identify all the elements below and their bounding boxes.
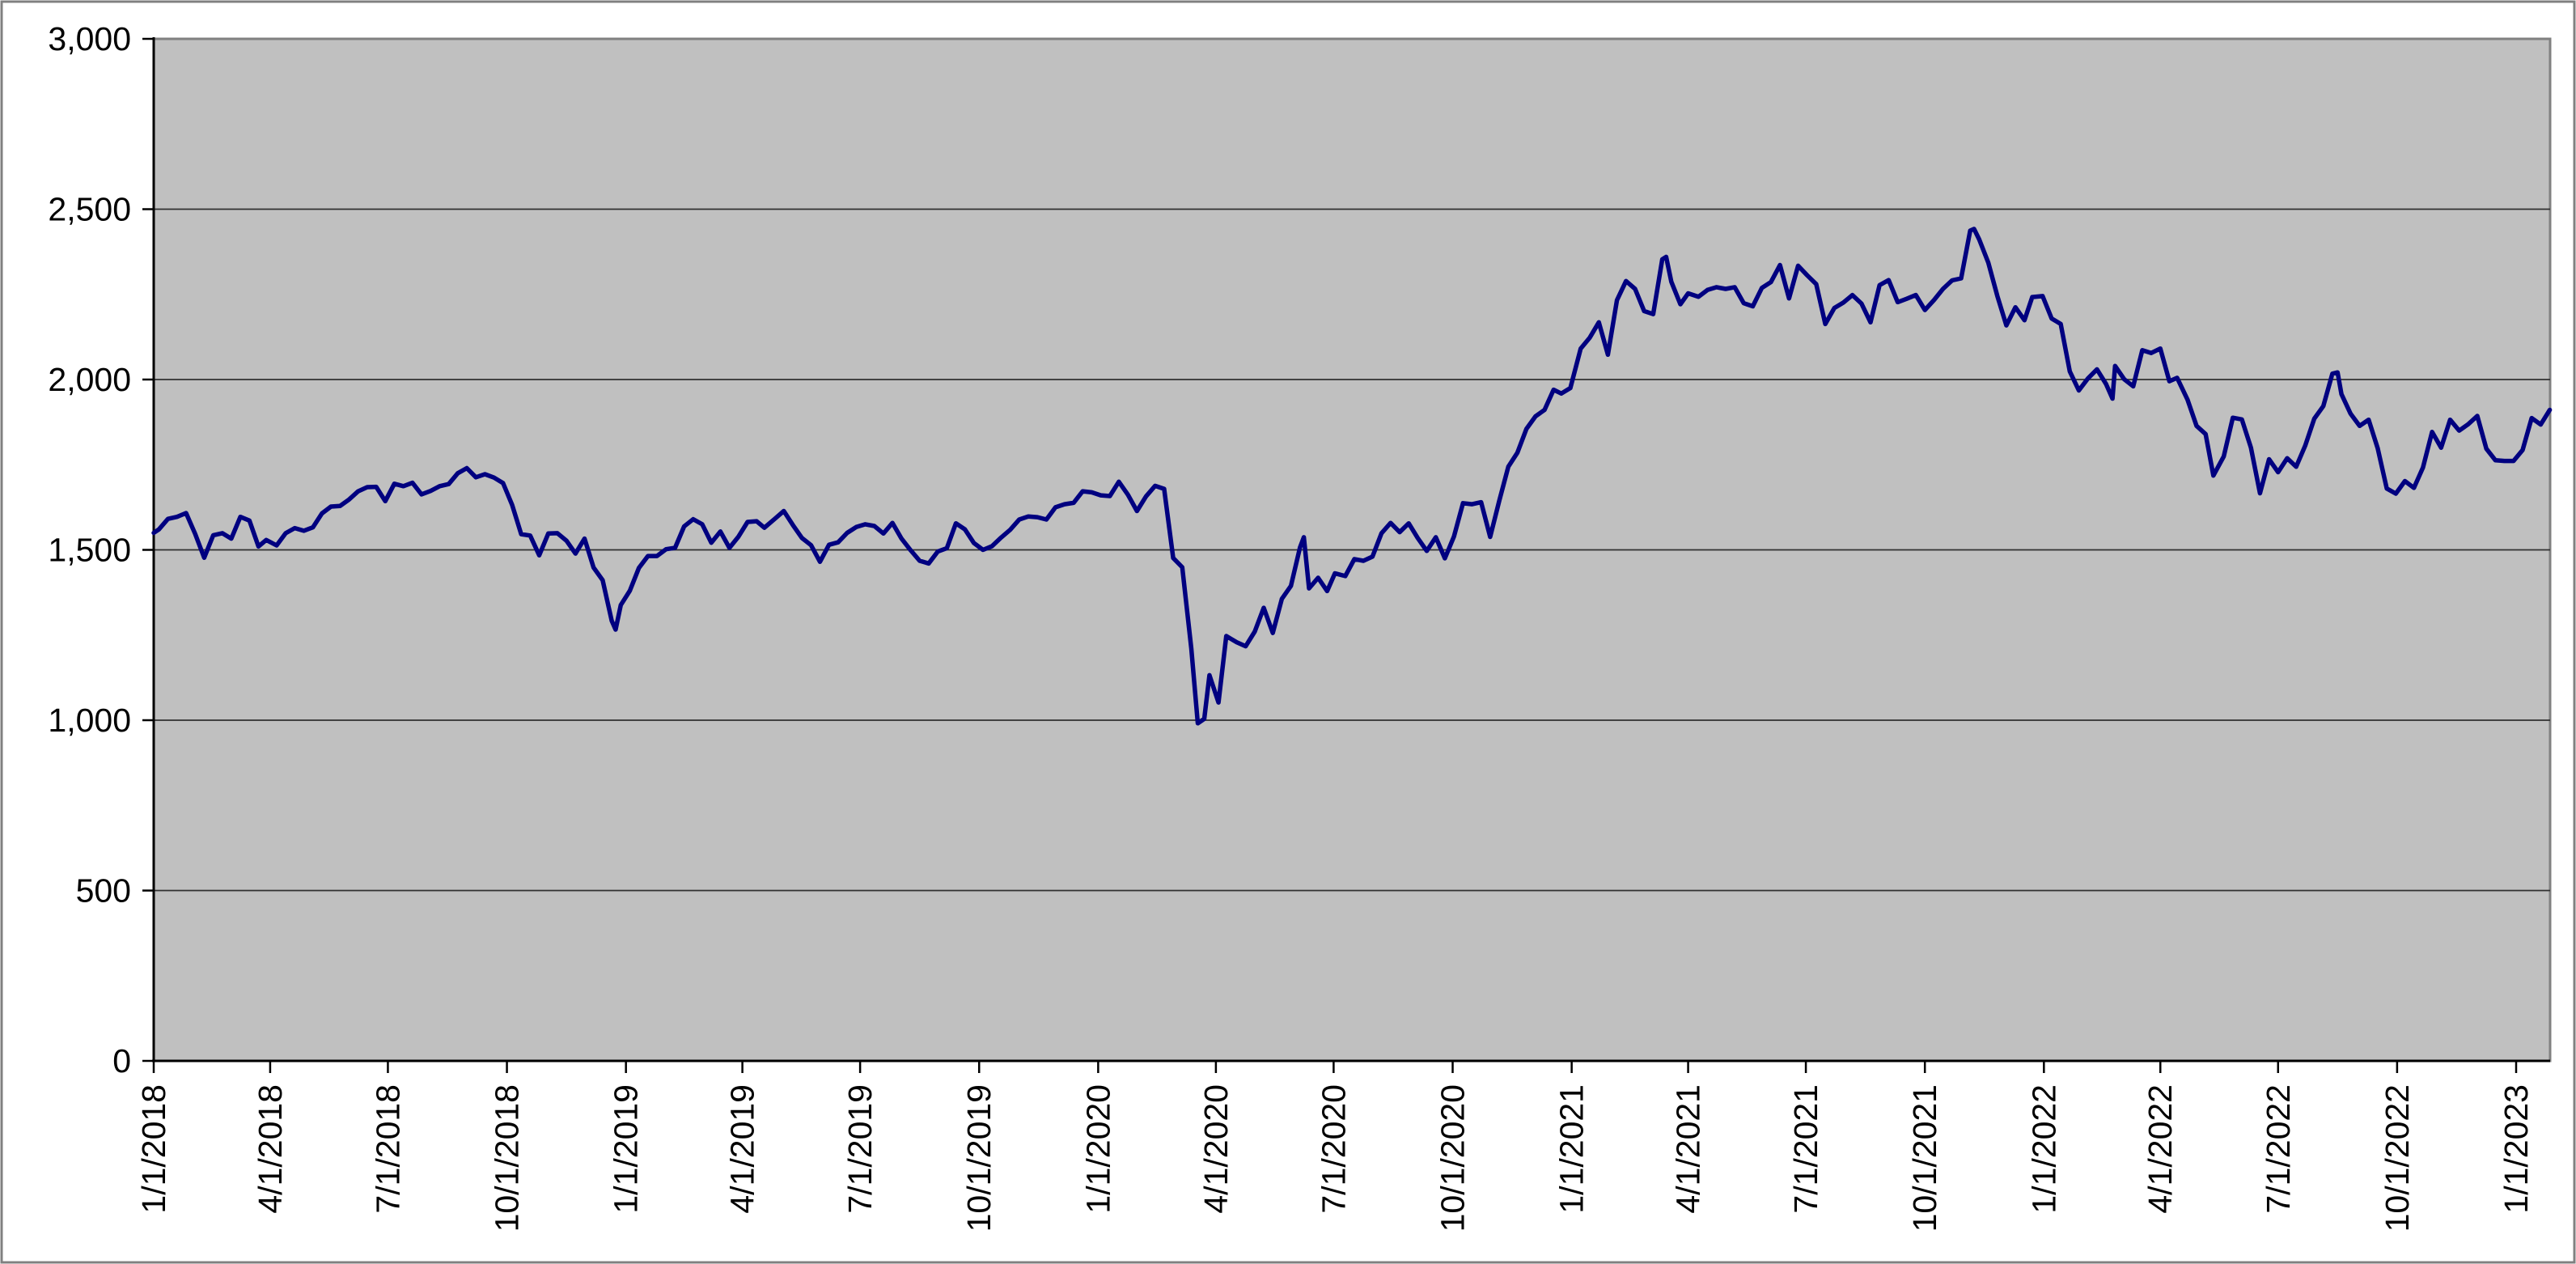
y-tick-label: 1,500 — [48, 532, 131, 569]
x-tick-label: 4/1/2020 — [1197, 1084, 1235, 1214]
x-tick-label: 1/1/2023 — [2498, 1084, 2535, 1214]
x-tick-label: 1/1/2022 — [2025, 1084, 2062, 1214]
x-tick-label: 10/1/2022 — [2379, 1084, 2416, 1232]
x-tick-label: 4/1/2022 — [2142, 1084, 2179, 1214]
y-axis-labels: 0 500 1,000 1,500 2,000 2,500 3,000 — [48, 20, 131, 1079]
y-tick-label: 500 — [76, 872, 131, 910]
x-tick-label: 7/1/2019 — [841, 1084, 879, 1214]
y-tick-label: 2,000 — [48, 361, 131, 398]
y-tick-label: 2,500 — [48, 191, 131, 228]
data-series-line — [151, 227, 2553, 726]
y-tick-label: 0 — [112, 1042, 131, 1079]
x-tick-label: 1/1/2019 — [608, 1084, 645, 1214]
x-tick-label: 4/1/2018 — [252, 1084, 289, 1214]
x-tick-label: 1/1/2021 — [1553, 1084, 1591, 1214]
x-tick-label: 1/1/2018 — [135, 1084, 172, 1214]
y-tick-label: 1,000 — [48, 702, 131, 739]
x-tick-label: 7/1/2021 — [1787, 1084, 1824, 1214]
x-tick-label: 10/1/2018 — [489, 1084, 526, 1232]
x-tick-label: 10/1/2020 — [1434, 1084, 1472, 1232]
x-tick-label: 7/1/2018 — [369, 1084, 406, 1214]
x-axis-tick-marks — [152, 1061, 2518, 1073]
x-tick-label: 1/1/2020 — [1079, 1084, 1116, 1214]
x-tick-label: 10/1/2021 — [1906, 1084, 1943, 1232]
x-tick-label: 4/1/2019 — [724, 1084, 761, 1214]
x-tick-label: 4/1/2021 — [1670, 1084, 1707, 1214]
x-axis-labels: 1/1/2018 4/1/2018 7/1/2018 10/1/2018 1/1/201… — [135, 1084, 2535, 1232]
x-tick-label: 10/1/2019 — [960, 1084, 998, 1232]
x-tick-label: 7/1/2022 — [2260, 1084, 2297, 1214]
y-axis-tick-marks — [142, 37, 154, 1063]
y-tick-label: 3,000 — [48, 20, 131, 57]
horizontal-gridlines — [154, 208, 2550, 892]
x-tick-label: 7/1/2020 — [1315, 1084, 1352, 1214]
